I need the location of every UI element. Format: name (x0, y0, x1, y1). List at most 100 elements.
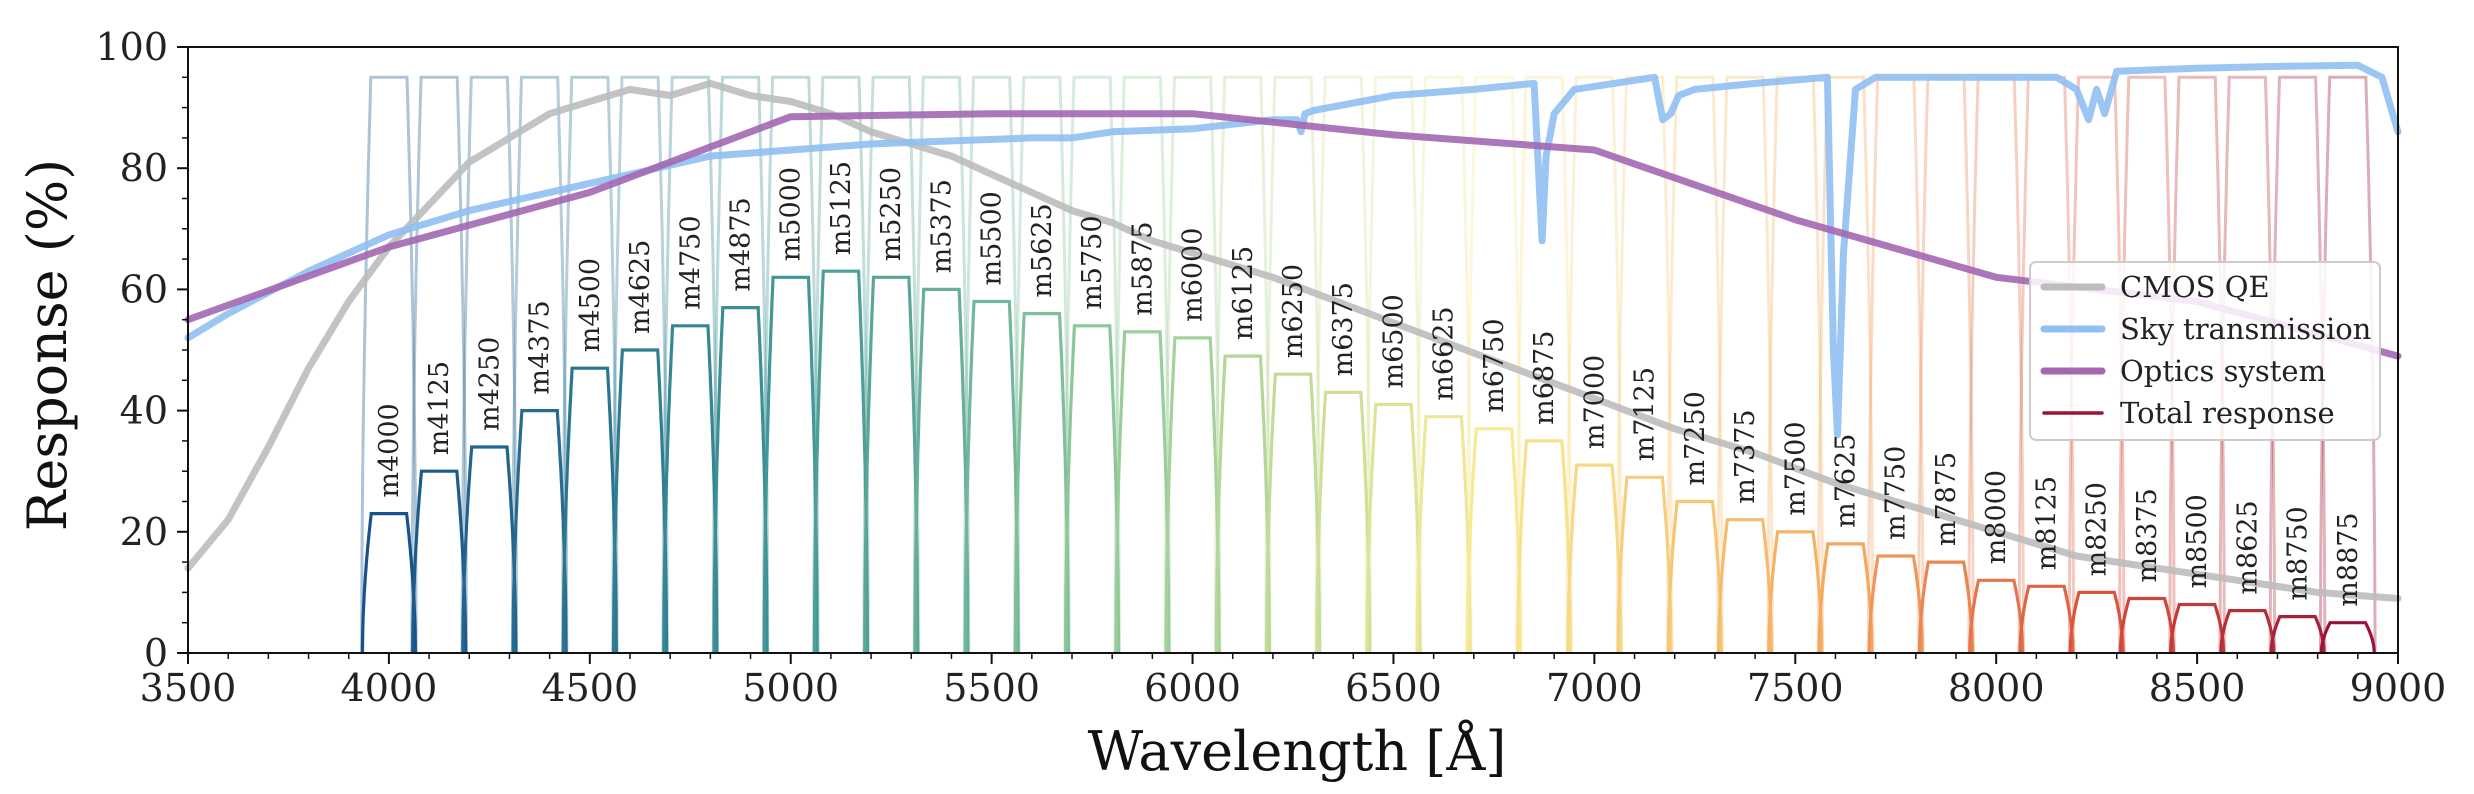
band-label-m4625: m4625 (625, 240, 656, 334)
band-label-m7875: m7875 (1931, 452, 1962, 546)
y-tick-label: 0 (144, 631, 168, 675)
total-response-m5500 (963, 299, 1020, 654)
total-response-m5875 (1114, 330, 1171, 654)
band-label-m6000: m6000 (1178, 228, 1209, 322)
total-response-m8750 (2269, 615, 2326, 654)
band-label-m6500: m6500 (1379, 294, 1410, 388)
total-response-m8375 (2118, 596, 2175, 654)
filter-transmission-m6250 (1264, 75, 1322, 654)
total-response-m6500 (1365, 402, 1422, 654)
band-label-m7500: m7500 (1780, 421, 1811, 515)
filter-transmission-m5250 (862, 75, 920, 654)
filter-transmission-m7000 (1565, 75, 1624, 654)
total-response-curves (360, 269, 2376, 654)
band-label-m8125: m8125 (2031, 476, 2062, 570)
total-response-m4875 (712, 306, 769, 654)
total-response-m8625 (2219, 609, 2276, 654)
band-label-m8375: m8375 (2132, 488, 2163, 582)
band-label-m7375: m7375 (1730, 409, 1761, 503)
filter-transmission-m4875 (711, 75, 770, 654)
filter-transmission-m5000 (761, 75, 820, 654)
total-response-m4750 (662, 324, 719, 654)
band-label-m5750: m5750 (1077, 215, 1108, 309)
band-label-m6625: m6625 (1429, 306, 1460, 400)
total-response-m7000 (1566, 463, 1623, 654)
band-label-m8875: m8875 (2333, 512, 2364, 606)
total-response-m5250 (863, 275, 920, 654)
filter-transmission-m6750 (1465, 75, 1523, 654)
series-line-sky-transmission (184, 61, 2402, 439)
filter-transmission-m5750 (1063, 75, 1121, 654)
filter-transmission-m8000 (1967, 75, 2025, 654)
filter-transmission-m4000 (360, 75, 418, 654)
band-label-m4750: m4750 (675, 215, 706, 309)
band-label-m4000: m4000 (374, 403, 405, 497)
band-label-m8500: m8500 (2182, 494, 2213, 588)
filter-transmission-m4500 (561, 75, 619, 654)
total-response-m4500 (561, 366, 618, 654)
x-tick-label: 8000 (1948, 666, 2045, 710)
x-tick-label: 4500 (541, 666, 638, 710)
total-response-m5625 (1013, 312, 1070, 654)
x-axis-title: Wavelength [Å] (1088, 718, 1507, 783)
total-response-m5125 (812, 269, 870, 654)
filter-transmission-m7375 (1716, 75, 1774, 654)
band-label-m5125: m5125 (826, 161, 857, 255)
filter-transmission-m5875 (1113, 75, 1172, 654)
total-response-m8000 (1968, 578, 2025, 654)
x-tick-label: 5500 (943, 666, 1040, 710)
x-tick-label: 6500 (1345, 666, 1442, 710)
band-label-m4500: m4500 (575, 258, 606, 352)
legend-label-optics-system: Optics system (2120, 354, 2326, 388)
band-label-m7000: m7000 (1579, 355, 1610, 449)
total-response-m8500 (2169, 602, 2226, 654)
total-response-m7375 (1716, 518, 1774, 654)
band-label-m7750: m7750 (1881, 446, 1912, 540)
band-label-m6750: m6750 (1479, 318, 1510, 412)
total-response-m6750 (1465, 427, 1522, 654)
x-tick-label: 5000 (742, 666, 839, 710)
total-response-m7125 (1616, 475, 1673, 654)
x-tick-label: 9000 (2350, 666, 2447, 710)
total-response-m4000 (360, 512, 417, 654)
band-label-m8000: m8000 (1981, 470, 2012, 564)
total-response-m5750 (1064, 324, 1121, 654)
total-response-m4375 (511, 409, 568, 654)
band-label-m4375: m4375 (525, 300, 556, 394)
band-label-m7125: m7125 (1630, 367, 1661, 461)
total-response-m4250 (461, 445, 518, 654)
y-tick-label: 40 (120, 389, 168, 433)
x-tick-label: 6000 (1144, 666, 1241, 710)
total-response-m6250 (1264, 372, 1322, 654)
band-label-m8250: m8250 (2082, 482, 2113, 576)
chart-axes: 3500 4000 4500 5000 5500 6000 6500 7000 7500 8000… (95, 25, 2446, 710)
band-label-m7625: m7625 (1831, 434, 1862, 528)
total-response-m6625 (1415, 415, 1472, 654)
x-tick-label: 3500 (140, 666, 237, 710)
y-tick-label: 60 (120, 267, 168, 311)
legend-label-total-response: Total response (2120, 396, 2335, 430)
filter-transmission-m6125 (1213, 75, 1272, 654)
y-tick-label: 100 (95, 25, 168, 69)
legend-label-cmos-qe: CMOS QE (2120, 270, 2270, 304)
legend: CMOS QE Sky transmission Optics system Tota… (2029, 261, 2381, 441)
filter-transmission-m6875 (1515, 75, 1573, 654)
band-label-m5625: m5625 (1027, 203, 1058, 297)
total-response-m6125 (1214, 354, 1271, 654)
total-response-m7500 (1767, 530, 1824, 654)
series-line-cmos-qe (184, 79, 2402, 602)
total-response-m6000 (1164, 336, 1221, 654)
total-response-m5000 (762, 275, 819, 654)
legend-box (2029, 261, 2381, 441)
filter-transmission-m5500 (962, 75, 1021, 654)
x-tick-label: 4000 (341, 666, 438, 710)
band-label-m8750: m8750 (2283, 506, 2314, 600)
filter-transmission-m4375 (510, 75, 569, 654)
band-label-m4875: m4875 (726, 197, 757, 291)
filter-transmission-m5375 (912, 75, 971, 654)
total-response-m5375 (913, 287, 970, 654)
filter-transmission-m7250 (1666, 75, 1724, 654)
total-response-m4125 (411, 469, 468, 654)
x-tick-label: 7500 (1747, 666, 1844, 710)
